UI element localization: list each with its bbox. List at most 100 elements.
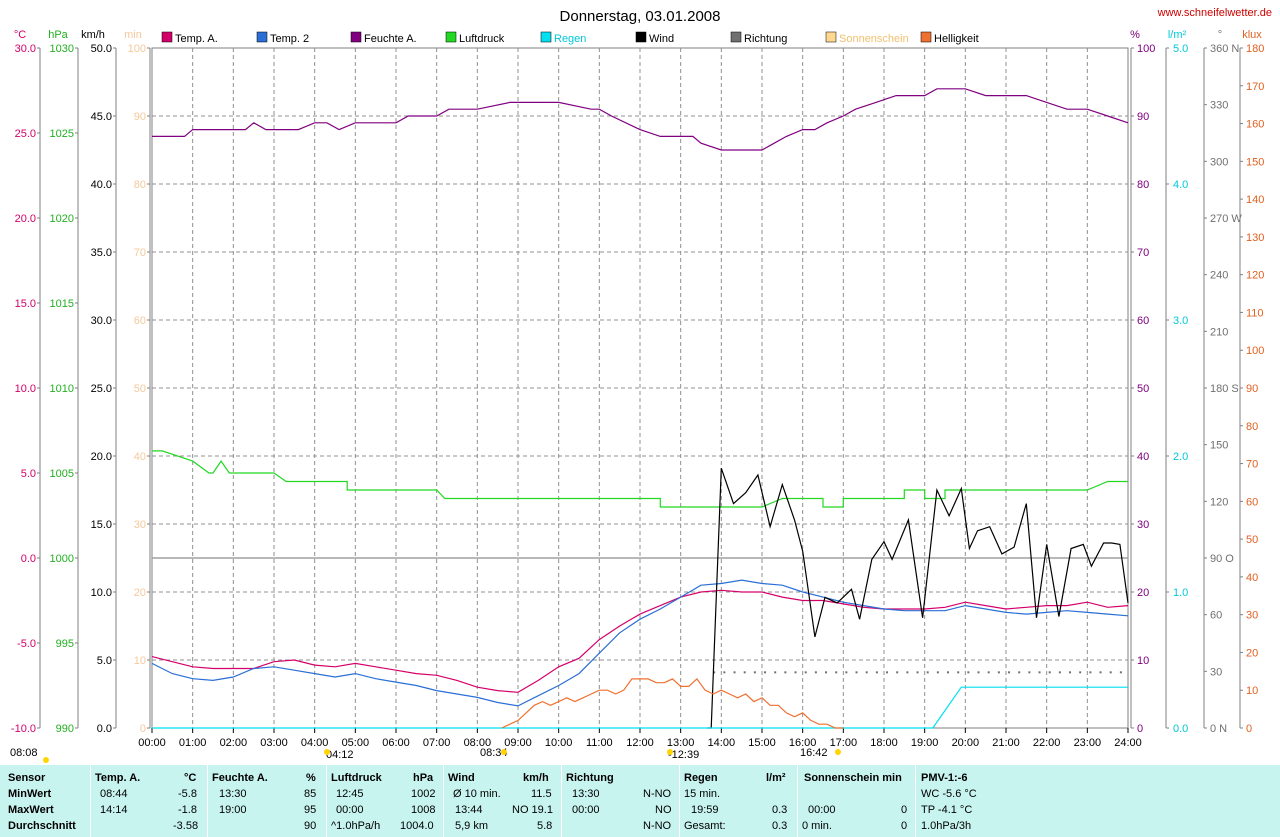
tick-label-direction: 120 [1210, 496, 1228, 508]
table-header-rain: Regen [684, 772, 718, 784]
x-tick-label: 13:00 [667, 737, 695, 749]
event-time-label: 08:08 [10, 747, 38, 759]
tick-label-sun: 60 [134, 315, 146, 327]
x-tick-label: 21:00 [992, 737, 1020, 749]
table-cell: 13:44 [455, 804, 483, 816]
legend-label: Sonnenschein [839, 33, 909, 45]
series-line-wind [707, 468, 1129, 729]
direction-point [1058, 671, 1061, 674]
tick-label-pressure: 1010 [50, 383, 74, 395]
table-row-label: Durchschnitt [8, 820, 76, 832]
direction-point [713, 671, 716, 674]
direction-point [1048, 671, 1051, 674]
legend-swatch [920, 31, 932, 43]
summary-table: Sensor Temp. A. °C Feuchte A. % Luftdruc… [0, 765, 1280, 837]
direction-point [977, 671, 980, 674]
table-cell: N-NO [643, 820, 672, 832]
legend-swatch [161, 31, 173, 43]
tick-label-pressure: 1005 [50, 468, 74, 480]
direction-point [1069, 671, 1072, 674]
table-cell: 1004.0 [400, 820, 434, 832]
tick-label-sun: 70 [134, 247, 146, 259]
axis-unit-humidity: % [1130, 29, 1140, 41]
tick-label-direction: 150 [1210, 440, 1228, 452]
tick-label-lux: 30 [1246, 610, 1258, 622]
x-tick-label: 18:00 [870, 737, 898, 749]
table-cell: 12:45 [336, 788, 364, 800]
tick-label-pressure: 1025 [50, 128, 74, 140]
tick-label-wind: 50.0 [91, 43, 112, 55]
tick-label-humidity: 50 [1137, 383, 1149, 395]
table-cell: 00:00 [336, 804, 364, 816]
event-time-label: -12:39 [668, 749, 699, 761]
table-cell: 0.3 [772, 820, 788, 832]
tick-label-temp: 30.0 [15, 43, 36, 55]
table-cell: 19:00 [219, 804, 247, 816]
tick-label-lux: 130 [1246, 232, 1264, 244]
tick-label-sun: 90 [134, 111, 146, 123]
legend-label: Richtung [744, 33, 787, 45]
tick-label-temp: 15.0 [15, 298, 36, 310]
tick-label-direction: 360 N [1210, 43, 1239, 55]
x-tick-label: 22:00 [1033, 737, 1061, 749]
sun-event-icon [324, 749, 330, 755]
tick-label-lux: 180 [1246, 43, 1264, 55]
tick-label-pressure: 990 [56, 723, 74, 735]
tick-label-wind: 45.0 [91, 111, 112, 123]
direction-point [865, 671, 868, 674]
legend-label: Temp. 2 [270, 33, 309, 45]
tick-label-humidity: 100 [1137, 43, 1155, 55]
tick-label-temp: 5.0 [21, 468, 36, 480]
tick-label-wind: 40.0 [91, 179, 112, 191]
table-cell: 95 [304, 804, 317, 816]
x-tick-label: 17:00 [830, 737, 858, 749]
legend-swatch [730, 31, 742, 43]
x-tick-label: 01:00 [179, 737, 207, 749]
table-cell: 90 [304, 820, 317, 832]
tick-label-rain: 0.0 [1173, 723, 1188, 735]
direction-point [1119, 671, 1122, 674]
table-cell: -1.8 [178, 804, 197, 816]
direction-point [987, 671, 990, 674]
direction-point [1089, 671, 1092, 674]
tick-label-direction: 300 [1210, 156, 1228, 168]
table-cell: 85 [304, 788, 317, 800]
weather-chart: Donnerstag, 03.01.2008 www.schneifelwette… [10, 7, 1272, 763]
series-line-feuchte-a- [152, 88, 1129, 151]
x-tick-label: 20:00 [952, 737, 980, 749]
x-tick-label: 11:00 [586, 737, 613, 749]
direction-point [926, 671, 929, 674]
table-header-temp-unit: °C [184, 772, 197, 784]
tick-label-lux: 170 [1246, 81, 1264, 93]
axis-unit-rain: l/m² [1168, 29, 1187, 41]
legend-swatch [540, 31, 552, 43]
tick-label-wind: 0.0 [97, 723, 112, 735]
tick-label-lux: 0 [1246, 723, 1252, 735]
tick-label-temp: 10.0 [15, 383, 36, 395]
series-line-luftdruck [152, 450, 1128, 508]
tick-label-humidity: 20 [1137, 587, 1149, 599]
table-cell: N-NO [643, 788, 672, 800]
tick-label-temp: 0.0 [21, 553, 36, 565]
x-tick-label: 08:00 [464, 737, 492, 749]
table-cell: 13:30 [219, 788, 247, 800]
direction-point [764, 671, 767, 674]
direction-point [743, 671, 746, 674]
table-cell: WC -5.6 °C [921, 788, 977, 800]
tick-label-lux: 20 [1246, 647, 1258, 659]
direction-point [875, 671, 878, 674]
x-tick-label: 10:00 [545, 737, 573, 749]
tick-label-wind: 30.0 [91, 315, 112, 327]
table-header-pressure: Luftdruck [331, 772, 382, 784]
x-tick-label: 16:00 [789, 737, 817, 749]
tick-label-sun: 50 [134, 383, 146, 395]
direction-point [723, 671, 726, 674]
direction-point [774, 671, 777, 674]
tick-label-lux: 60 [1246, 496, 1258, 508]
series-line-regen [152, 686, 1128, 729]
tick-label-direction: 240 [1210, 270, 1228, 282]
table-cell: Gesamt: [684, 820, 726, 832]
tick-label-pressure: 1030 [50, 43, 74, 55]
tick-label-humidity: 90 [1137, 111, 1149, 123]
table-cell: -5.8 [178, 788, 197, 800]
